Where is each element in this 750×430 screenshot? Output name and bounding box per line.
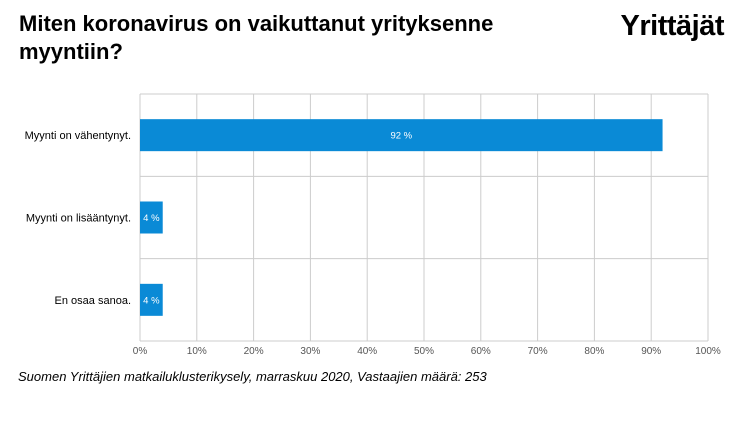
- x-tick-label: 0%: [133, 346, 148, 357]
- category-label: Myynti on vähentynyt.: [25, 130, 131, 142]
- bar: [140, 201, 163, 234]
- x-tick-label: 20%: [244, 346, 264, 357]
- x-tick-label: 50%: [414, 346, 434, 357]
- value-label: 4 %: [143, 295, 160, 306]
- category-labels: Myynti on vähentynyt. Myynti on lisääntyn…: [25, 130, 131, 307]
- bar: [140, 283, 163, 316]
- chart-title: Miten koronavirus on vaikuttanut yrityks…: [19, 11, 494, 64]
- x-tick-label: 10%: [187, 346, 207, 357]
- brand-logo: Yrittäjät: [620, 10, 725, 42]
- value-label: 92 %: [390, 131, 412, 142]
- x-axis-ticks: 0% 10% 20% 30% 40% 50% 60% 70% 80% 90% 100%: [133, 346, 721, 357]
- value-label: 4 %: [143, 213, 160, 224]
- bar-chart: 92 %4 %4 % Myynti on vähentynyt.Myynti o…: [25, 93, 721, 357]
- x-tick-label: 40%: [357, 346, 377, 357]
- x-tick-label: 90%: [641, 346, 661, 357]
- bar: [140, 119, 663, 152]
- category-label: En osaa sanoa.: [55, 295, 131, 307]
- x-tick-label: 100%: [695, 346, 721, 357]
- bars: 92 % 4 % 4 %: [140, 119, 663, 316]
- source-note: Suomen Yrittäjien matkailuklusterikysely…: [18, 369, 487, 384]
- x-tick-label: 70%: [528, 346, 548, 357]
- x-tick-label: 30%: [300, 346, 320, 357]
- x-tick-label: 80%: [584, 346, 604, 357]
- x-tick-label: 60%: [471, 346, 491, 357]
- category-label: Myynti on lisääntynyt.: [26, 213, 131, 225]
